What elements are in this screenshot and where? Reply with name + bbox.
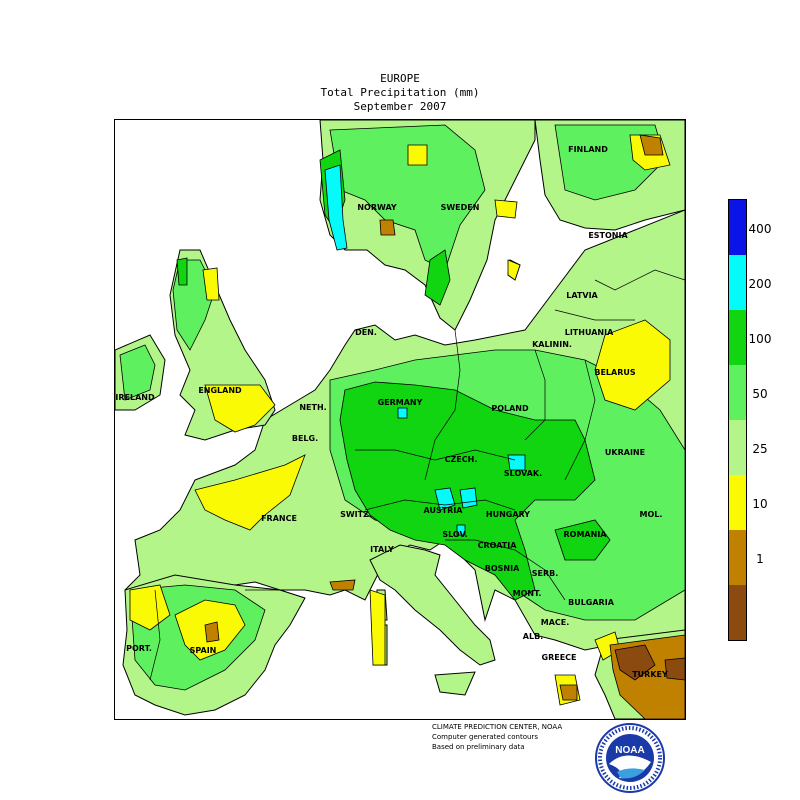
label-italy: ITALY <box>370 545 394 554</box>
label-slovakia: SLOVAK. <box>503 469 543 478</box>
precip-10-25-italy <box>369 589 386 666</box>
label-turkey: TURKEY <box>632 670 668 679</box>
label-estonia: ESTONIA <box>588 231 628 240</box>
label-macedonia: MACE. <box>540 618 570 627</box>
label-ireland: IRELAND <box>115 393 155 402</box>
label-latvia: LATVIA <box>566 291 598 300</box>
precip-200-400-germany <box>397 407 408 419</box>
label-bosnia: BOSNIA <box>484 564 520 573</box>
label-finland: FINLAND <box>568 145 608 154</box>
label-bulgaria: BULGARIA <box>568 598 614 607</box>
label-portugal: PORT. <box>126 644 152 653</box>
precip-1-10-finland <box>639 134 664 156</box>
precip-10-25-france <box>194 454 306 531</box>
land-sicily <box>434 671 476 696</box>
legend-swatch-2 <box>729 310 746 365</box>
noaa-logo-text: NOAA <box>615 745 644 756</box>
legend-tick-label: 50 <box>752 387 768 402</box>
label-czech: CZECH. <box>444 455 478 464</box>
precip-lt1-turkey <box>614 644 656 681</box>
legend-tick-label: 100 <box>748 332 772 347</box>
label-belarus: BELARUS <box>594 368 636 377</box>
precip-100-200-sweden <box>424 249 451 306</box>
precip-10-25-portugal <box>129 584 171 631</box>
precip-200-400-slovenia <box>456 524 466 536</box>
legend-swatch-0 <box>729 200 746 255</box>
label-switzerland: SWITZ. <box>340 510 372 519</box>
legend-swatch-4 <box>729 420 746 475</box>
label-denmark: DEN. <box>355 328 377 337</box>
legend-swatch-3 <box>729 365 746 420</box>
map-title: EUROPE <box>380 72 420 85</box>
label-austria: AUSTRIA <box>423 506 463 515</box>
precip-100-200-romania <box>554 519 611 561</box>
label-lithuania: LITHUANIA <box>564 328 614 337</box>
legend-tick-label: 1 <box>756 552 764 567</box>
label-netherlands: NETH. <box>299 403 327 412</box>
label-serbia: SERB. <box>531 569 559 578</box>
precipitation-map: FINLAND NORWAY SWEDEN ESTONIA LATVIA LIT… <box>114 119 686 720</box>
map-canvas <box>115 120 685 719</box>
label-moldova: MOL. <box>639 510 663 519</box>
precip-1-10-greece <box>559 684 578 701</box>
credit-line-1: CLIMATE PREDICTION CENTER, NOAA <box>432 723 563 731</box>
label-germany: GERMANY <box>377 398 423 407</box>
precip-1-10-spain <box>204 621 220 643</box>
precip-200-400-slovakia <box>507 454 526 471</box>
label-hungary: HUNGARY <box>485 510 531 519</box>
precip-200-400-austria2 <box>459 487 478 509</box>
label-spain: SPAIN <box>189 646 217 655</box>
legend-swatch-5 <box>729 475 746 530</box>
label-belgium: BELG. <box>291 434 319 443</box>
label-albania: ALB. <box>522 632 544 641</box>
precip-10-25-england <box>204 384 276 433</box>
credit-line-2: Computer generated contours <box>432 733 538 741</box>
label-france: FRANCE <box>261 514 297 523</box>
land-italy <box>369 544 496 666</box>
label-poland: POLAND <box>491 404 529 413</box>
legend-tick-label: 200 <box>748 277 772 292</box>
legend-tick-label: 25 <box>752 442 768 457</box>
label-kalinin: KALININ. <box>532 340 572 349</box>
legend-swatch-1 <box>729 255 746 310</box>
noaa-logo: NOAA <box>595 723 665 793</box>
legend-swatch-6 <box>729 530 746 585</box>
map-subtitle: Total Precipitation (mm) <box>320 86 480 99</box>
label-norway: NORWAY <box>357 203 397 212</box>
label-croatia: CROATIA <box>477 541 517 550</box>
precip-10-25-norway <box>407 144 428 166</box>
precip-100-200-scotland <box>176 257 188 286</box>
precip-1-10-france <box>329 579 356 591</box>
precip-200-400-norway <box>324 164 348 251</box>
label-ukraine: UKRAINE <box>604 448 646 457</box>
label-greece: GREECE <box>541 653 577 662</box>
label-slovenia: SLOV. <box>442 530 468 539</box>
precip-10-25-belarus <box>594 319 671 411</box>
label-sweden: SWEDEN <box>440 203 480 212</box>
legend-swatch-7 <box>729 585 746 640</box>
precip-lt1-turkey2 <box>664 657 685 681</box>
legend-tick-label: 400 <box>748 222 772 237</box>
precipitation-legend <box>728 199 747 641</box>
label-montenegro: MONT. <box>512 589 542 598</box>
precip-10-25-baltic <box>507 259 521 281</box>
legend-tick-label: 10 <box>752 497 768 512</box>
label-england: ENGLAND <box>198 386 242 395</box>
label-romania: ROMANIA <box>563 530 607 539</box>
map-period: September 2007 <box>353 100 447 113</box>
credit-line-3: Based on preliminary data <box>432 743 525 751</box>
precip-50-100-ireland <box>119 344 156 401</box>
precip-10-25-scotland <box>202 267 220 301</box>
precip-1-10-norway <box>379 219 396 236</box>
precip-10-25-sweden <box>494 199 518 219</box>
